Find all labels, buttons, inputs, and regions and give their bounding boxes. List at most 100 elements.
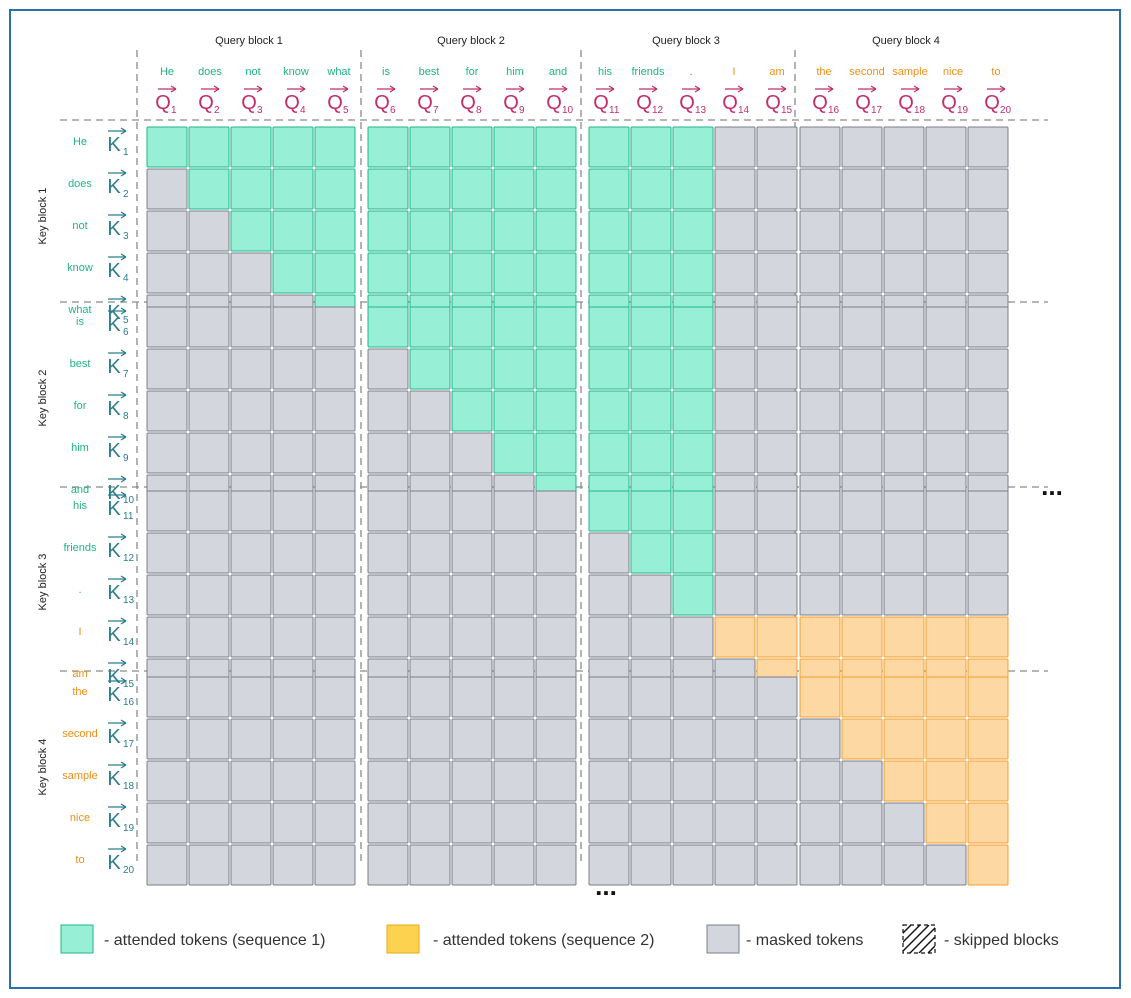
key-token: and — [71, 484, 89, 496]
query-arrowhead-icon — [780, 85, 787, 93]
attention-cell-masked — [841, 760, 883, 802]
attention-cell-masked — [756, 348, 798, 390]
key-arrowhead-icon — [120, 295, 127, 303]
query-arrowhead-icon — [432, 85, 439, 93]
key-index: 6 — [123, 327, 129, 338]
attention-cell-masked — [967, 490, 1009, 532]
attention-cell-masked — [967, 210, 1009, 252]
attention-cell-seq2 — [967, 844, 1009, 886]
attention-cell-seq1 — [409, 348, 451, 390]
attention-cell-seq1 — [451, 306, 493, 348]
key-arrowhead-icon — [120, 575, 127, 583]
attention-cell-masked — [409, 802, 451, 844]
attention-cell-seq1 — [588, 490, 630, 532]
attention-cell-masked — [188, 676, 230, 718]
key-symbol: K — [107, 540, 121, 562]
attention-cell-masked — [409, 616, 451, 658]
attention-cell-masked — [535, 532, 577, 574]
attention-cell-masked — [883, 126, 925, 168]
attention-cell-masked — [535, 760, 577, 802]
key-symbol: K — [107, 398, 121, 420]
key-symbol: K — [107, 356, 121, 378]
attention-cell-seq2 — [841, 676, 883, 718]
attention-cell-masked — [714, 718, 756, 760]
attention-cell-seq2 — [925, 718, 967, 760]
attention-cell-masked — [314, 844, 356, 886]
key-index: 3 — [123, 231, 129, 242]
attention-cell-masked — [146, 306, 188, 348]
attention-cell-masked — [230, 306, 272, 348]
attention-cell-seq2 — [841, 718, 883, 760]
attention-cell-seq2 — [883, 676, 925, 718]
attention-cell-masked — [925, 844, 967, 886]
attention-cell-masked — [883, 390, 925, 432]
skipped-hatch — [903, 925, 930, 952]
query-token: friends — [631, 66, 665, 78]
key-token: know — [67, 262, 93, 274]
key-arrowhead-icon — [120, 391, 127, 399]
key-index: 7 — [123, 369, 129, 380]
query-token: and — [549, 66, 567, 78]
attention-cell-seq1 — [314, 126, 356, 168]
query-arrowhead-icon — [561, 85, 568, 93]
attention-cell-seq2 — [799, 676, 841, 718]
query-arrowhead-icon — [870, 85, 877, 93]
attention-cell-masked — [314, 718, 356, 760]
attention-cell-masked — [409, 844, 451, 886]
key-arrowhead-icon — [120, 349, 127, 357]
attention-cell-seq1 — [146, 126, 188, 168]
query-block-title: Query block 3 — [652, 35, 720, 47]
attention-cell-seq1 — [409, 210, 451, 252]
key-token: him — [71, 442, 89, 454]
legend-label-seq2: - attended tokens (sequence 2) — [433, 932, 654, 949]
attention-cell-masked — [756, 432, 798, 474]
attention-cell-masked — [188, 306, 230, 348]
attention-cell-masked — [146, 348, 188, 390]
query-token: to — [991, 66, 1000, 78]
attention-cell-masked — [588, 760, 630, 802]
attention-cell-masked — [188, 760, 230, 802]
query-symbol: Q — [636, 92, 652, 114]
attention-cell-seq1 — [588, 168, 630, 210]
attention-cell-masked — [409, 676, 451, 718]
attention-cell-masked — [535, 844, 577, 886]
attention-cell-masked — [841, 348, 883, 390]
attention-cell-masked — [714, 348, 756, 390]
attention-cell-masked — [799, 718, 841, 760]
attention-cell-masked — [841, 802, 883, 844]
attention-cell-masked — [451, 676, 493, 718]
query-index: 15 — [781, 105, 793, 116]
attention-cell-masked — [230, 490, 272, 532]
query-symbol: Q — [941, 92, 957, 114]
query-index: 13 — [695, 105, 707, 116]
attention-cell-masked — [883, 210, 925, 252]
key-token: I — [78, 626, 81, 638]
query-token: what — [326, 66, 350, 78]
key-arrowhead-icon — [120, 617, 127, 625]
key-index: 19 — [123, 823, 135, 834]
attention-cell-masked — [409, 718, 451, 760]
attention-cell-seq1 — [493, 252, 535, 294]
query-token: am — [769, 66, 784, 78]
key-arrowhead-icon — [120, 307, 127, 315]
attention-cell-masked — [314, 432, 356, 474]
query-symbol: Q — [765, 92, 781, 114]
attention-cell-seq1 — [314, 252, 356, 294]
attention-cell-masked — [146, 574, 188, 616]
attention-cell-masked — [146, 616, 188, 658]
attention-cell-masked — [230, 574, 272, 616]
key-block-title: Key block 4 — [37, 739, 49, 796]
key-index: 11 — [123, 511, 134, 522]
attention-cell-masked — [409, 390, 451, 432]
attention-cell-seq1 — [672, 126, 714, 168]
attention-cell-masked — [188, 210, 230, 252]
query-token: his — [598, 66, 613, 78]
attention-cell-seq1 — [272, 252, 314, 294]
attention-cell-masked — [367, 390, 409, 432]
attention-cell-masked — [314, 760, 356, 802]
attention-cell-masked — [925, 126, 967, 168]
key-index: 17 — [123, 739, 135, 750]
key-symbol: K — [107, 314, 121, 336]
attention-cell-seq2 — [925, 676, 967, 718]
attention-cell-masked — [367, 718, 409, 760]
